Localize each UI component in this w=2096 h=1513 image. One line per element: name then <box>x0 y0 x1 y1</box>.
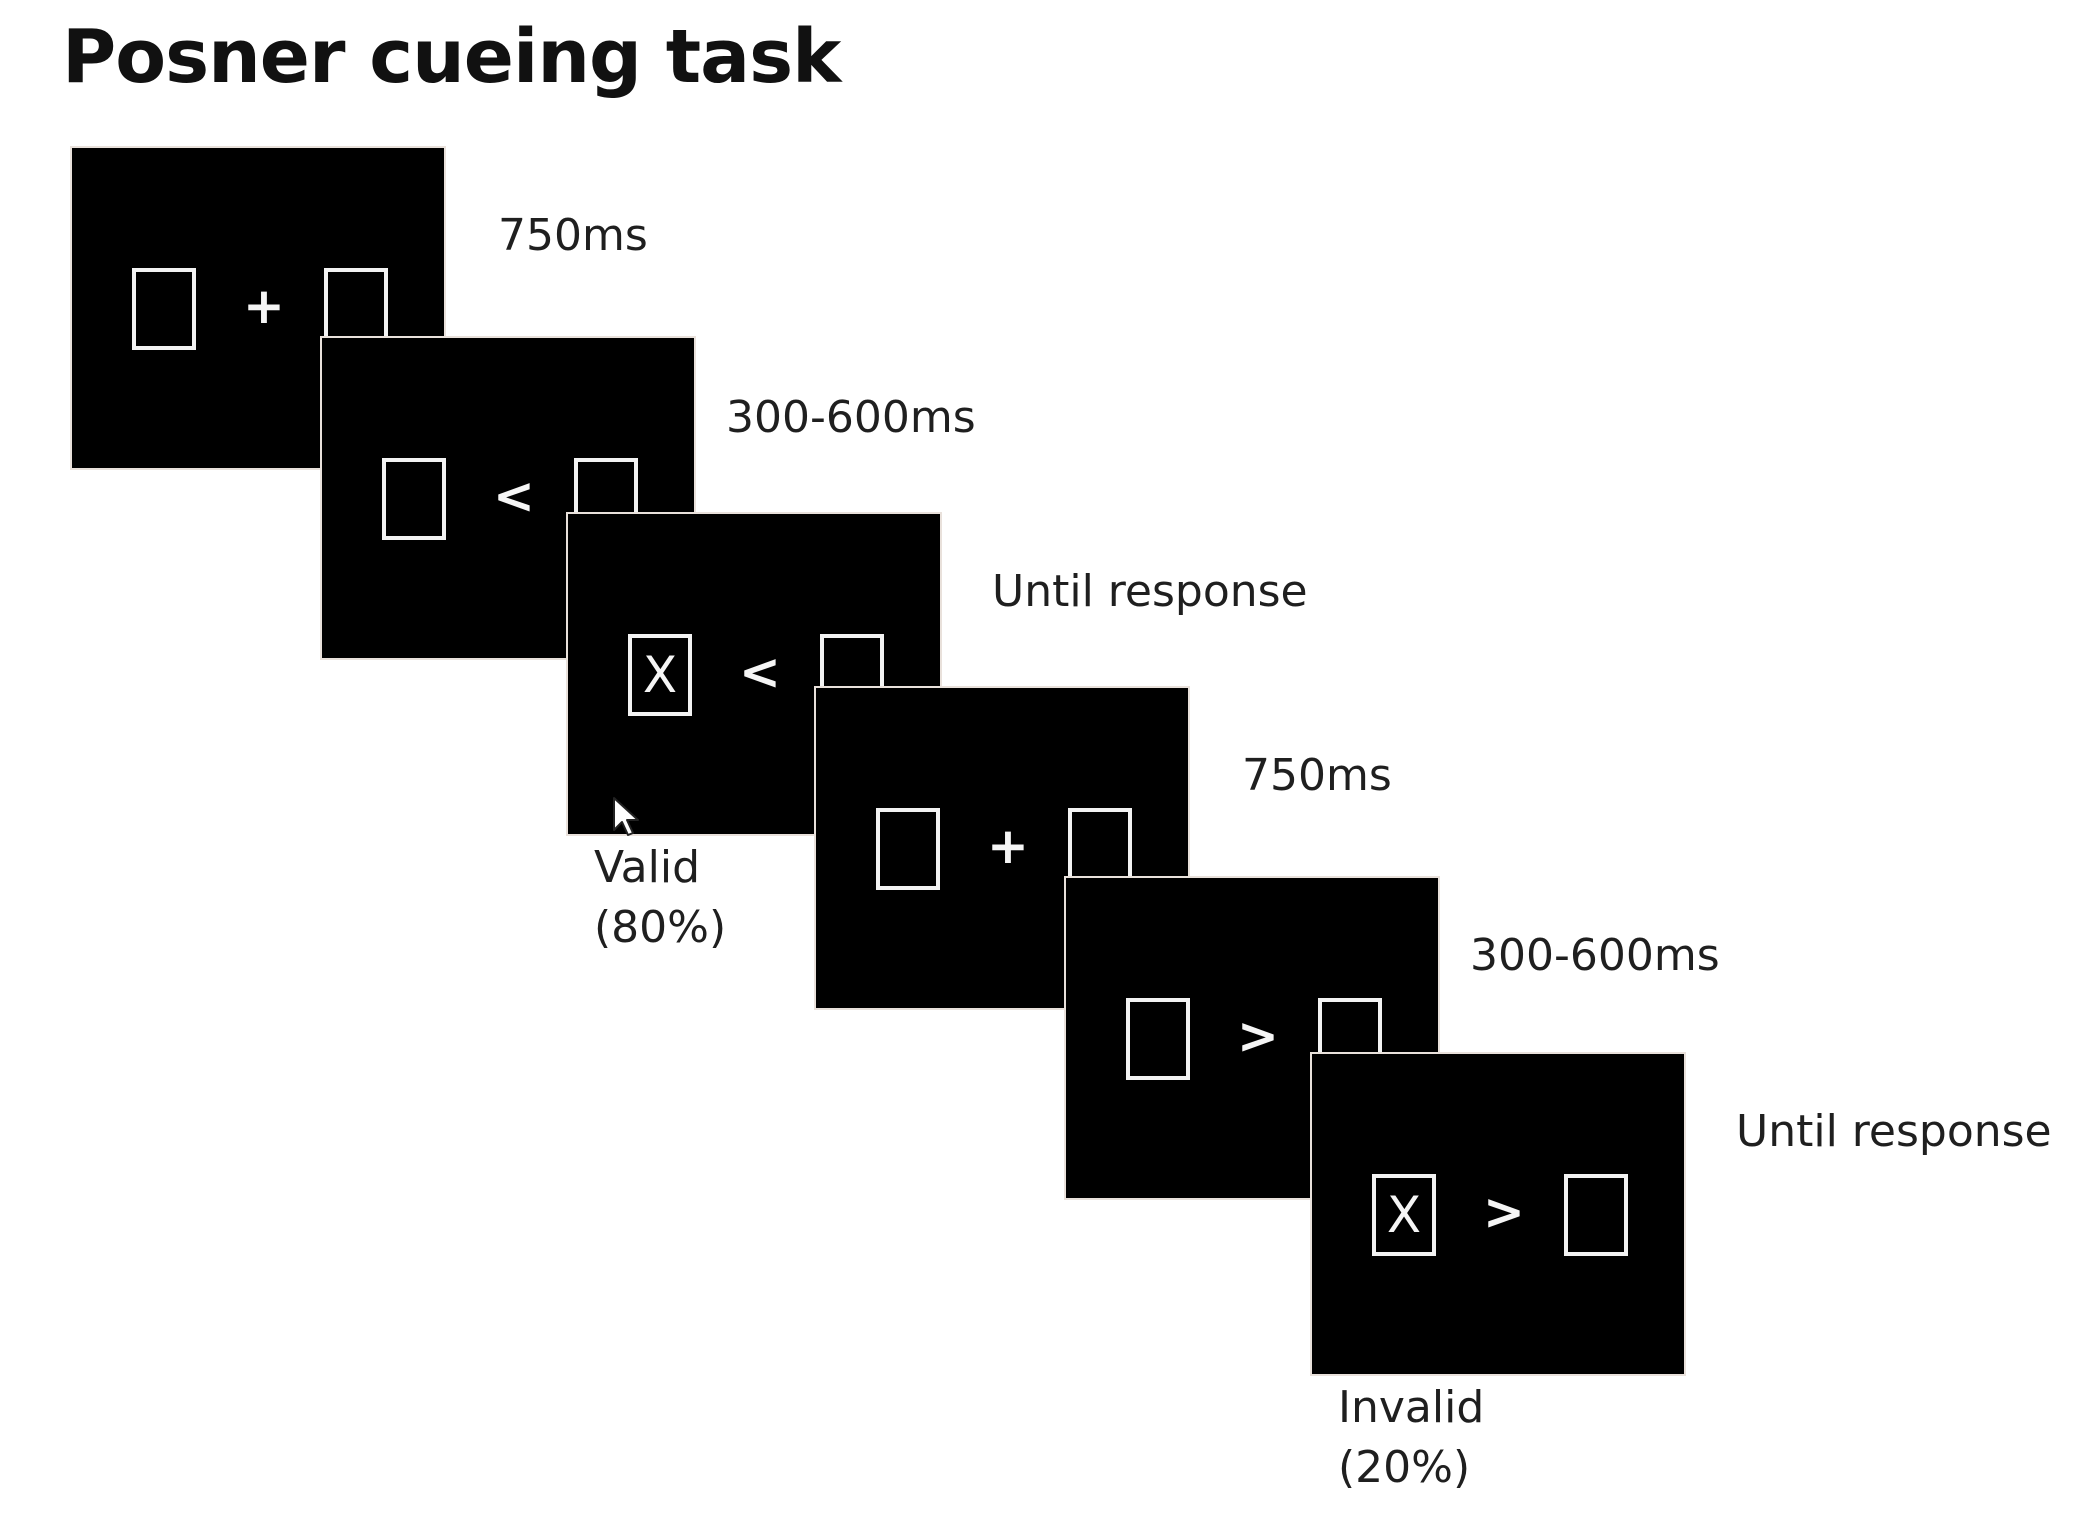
left-placeholder-box <box>1126 998 1190 1080</box>
condition-name: Valid <box>594 842 701 893</box>
right-arrow-cue: > <box>1237 1007 1279 1065</box>
right-placeholder-box <box>1564 1174 1628 1256</box>
left-target-box: X <box>1372 1174 1436 1256</box>
duration-label: 300-600ms <box>726 392 976 443</box>
valid-condition-label: Valid (80%) <box>594 838 726 958</box>
duration-label: 750ms <box>498 210 648 261</box>
mouse-cursor-icon <box>613 797 639 836</box>
condition-percent: (80%) <box>594 902 727 953</box>
left-arrow-cue: < <box>493 467 535 525</box>
left-arrow-cue: < <box>739 643 781 701</box>
condition-name: Invalid <box>1338 1382 1485 1433</box>
duration-label: 750ms <box>1242 750 1392 801</box>
target-panel-invalid: X > <box>1310 1052 1686 1376</box>
condition-percent: (20%) <box>1338 1442 1471 1493</box>
right-arrow-cue: > <box>1483 1183 1525 1241</box>
invalid-condition-label: Invalid (20%) <box>1338 1378 1484 1498</box>
duration-label: Until response <box>992 566 1308 617</box>
left-placeholder-box <box>382 458 446 540</box>
duration-label: 300-600ms <box>1470 930 1720 981</box>
page-title: Posner cueing task <box>62 14 841 100</box>
left-target-box: X <box>628 634 692 716</box>
left-placeholder-box <box>132 268 196 350</box>
fixation-panel-1: + <box>70 146 446 470</box>
fixation-cross: + <box>243 277 285 335</box>
fixation-cross: + <box>987 817 1029 875</box>
duration-label: Until response <box>1736 1106 2052 1157</box>
left-placeholder-box <box>876 808 940 890</box>
